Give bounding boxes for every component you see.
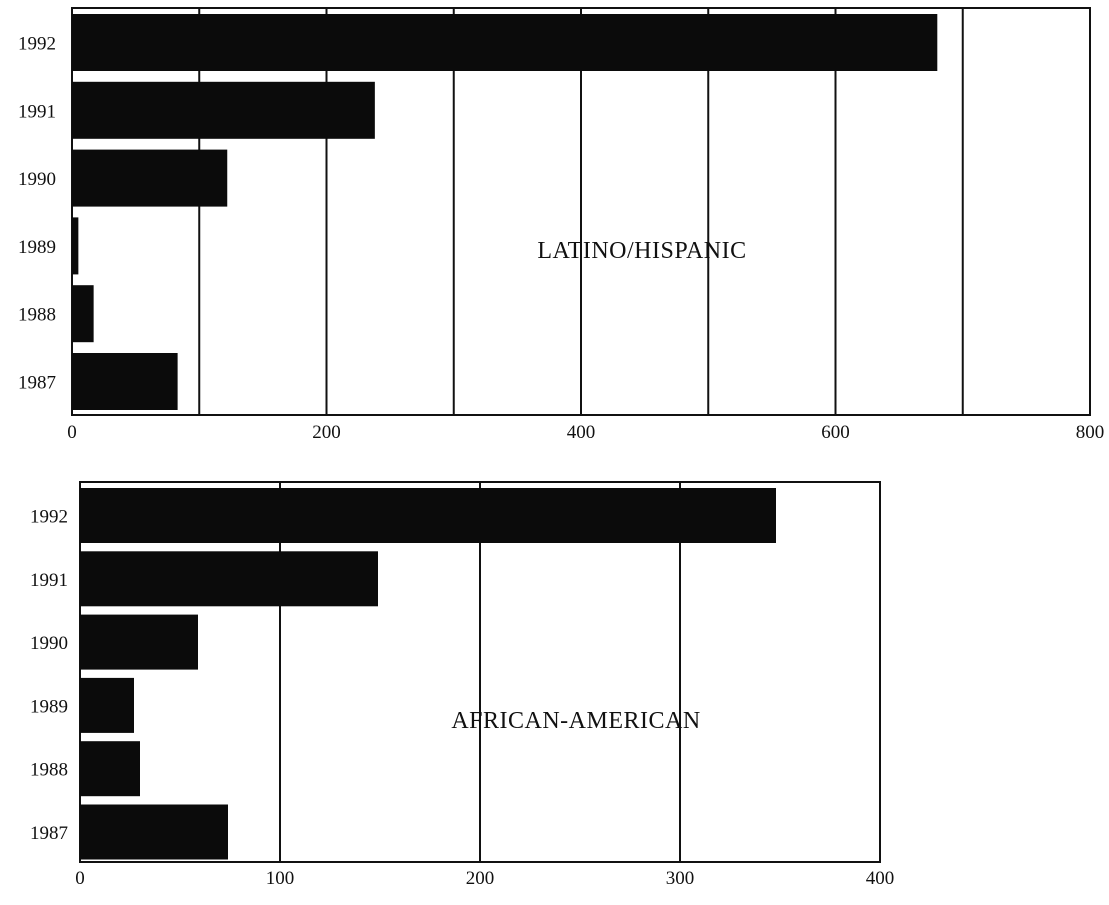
category-label: 1988: [30, 760, 68, 781]
plot-frame: [71, 7, 1091, 416]
bar-1992: [72, 14, 938, 71]
category-label: 1990: [30, 633, 68, 654]
category-label: 1992: [18, 34, 56, 55]
category-label: 1992: [30, 507, 68, 528]
x-tick-label: 300: [666, 868, 695, 889]
chart-annotation: AFRICAN-AMERICAN: [451, 708, 700, 734]
x-tick-label: 0: [75, 868, 85, 889]
category-label: 1991: [18, 101, 56, 122]
bar-1989: [80, 677, 134, 733]
category-label: 1988: [18, 305, 56, 326]
bar-1988: [72, 285, 94, 343]
category-label: 1989: [30, 696, 68, 717]
bar-1989: [72, 217, 79, 275]
x-tick-label: 600: [821, 422, 850, 443]
x-tick-label: 0: [67, 422, 77, 443]
bar-1987: [80, 804, 228, 860]
x-tick-label: 400: [567, 422, 596, 443]
bar-1990: [72, 149, 228, 207]
x-tick-label: 200: [466, 868, 495, 889]
category-label: 1987: [18, 373, 56, 394]
category-label: 1990: [18, 169, 56, 190]
bar-1987: [72, 353, 178, 410]
bar-1988: [80, 741, 140, 797]
african-american-chart: AFRICAN-AMERICAN 1992 1991 1990 1989 1988 198…: [30, 481, 895, 889]
bar-1991: [72, 81, 375, 139]
x-tick-label: 200: [312, 422, 341, 443]
plot-frame: [79, 481, 881, 863]
bar-1990: [80, 614, 198, 670]
x-tick-label: 100: [266, 868, 295, 889]
latino-hispanic-chart: LATINO/HISPANIC 1992 1991 1990 1989 1988 1987…: [18, 7, 1105, 443]
x-tick-label: 800: [1076, 422, 1105, 443]
x-tick-label: 400: [866, 868, 895, 889]
bar-1992: [80, 488, 776, 543]
category-label: 1989: [18, 237, 56, 258]
bar-1991: [80, 551, 378, 607]
chart-annotation: LATINO/HISPANIC: [537, 238, 746, 264]
category-label: 1987: [30, 823, 68, 844]
category-label: 1991: [30, 570, 68, 591]
